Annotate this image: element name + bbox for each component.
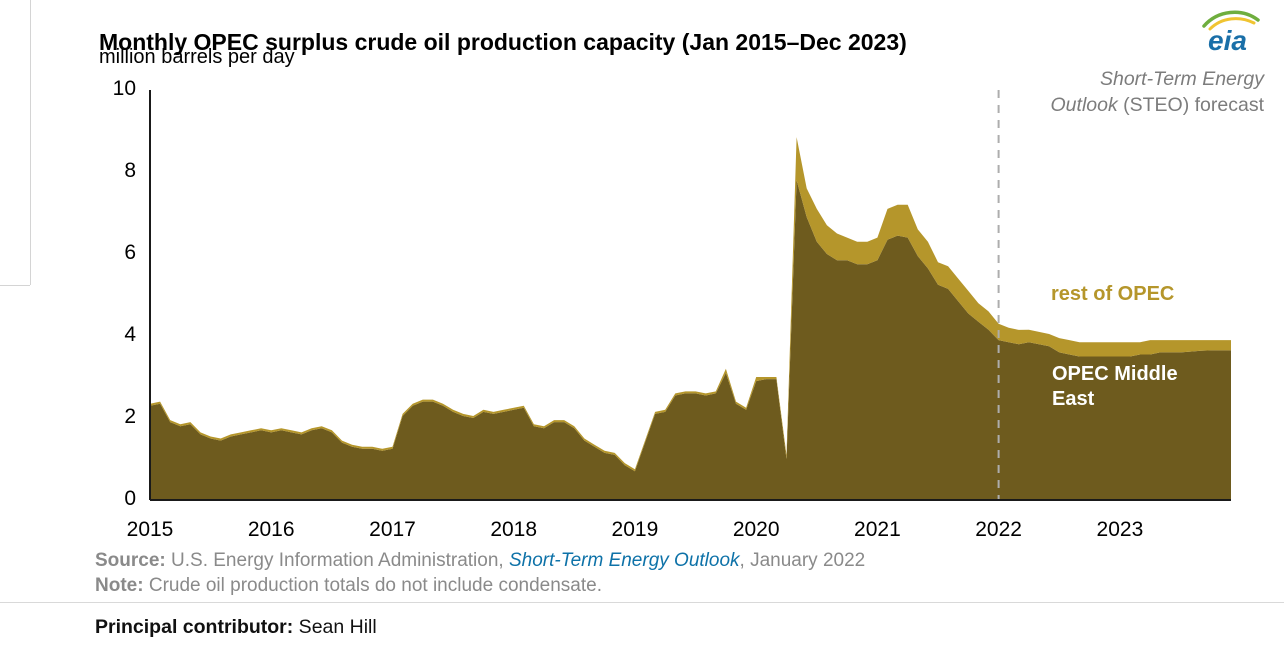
forecast-annotation-line2-italic: Outlook bbox=[1050, 94, 1118, 116]
x-axis-tick-label: 2020 bbox=[732, 518, 780, 541]
y-axis-tick-label: 2 bbox=[124, 405, 136, 428]
y-axis-tick-label: 8 bbox=[124, 159, 136, 182]
eia-logo-swoosh-yellow-icon bbox=[1208, 17, 1256, 31]
y-axis-tick-label: 10 bbox=[112, 77, 136, 100]
page-edge-artifact-horizontal bbox=[0, 285, 30, 286]
x-axis-tick-label: 2018 bbox=[490, 518, 538, 541]
forecast-annotation-line1: Short-Term Energy bbox=[1099, 68, 1264, 90]
series-label-rest-of-opec: rest of OPEC bbox=[1051, 283, 1175, 305]
note-line: Note: Crude oil production totals do not… bbox=[95, 575, 602, 597]
y-axis-tick-label: 6 bbox=[124, 241, 136, 264]
forecast-annotation-line2-rest: (STEO) forecast bbox=[1117, 94, 1264, 116]
source-line: Source: U.S. Energy Information Administ… bbox=[95, 550, 865, 572]
forecast-annotation: Short-Term Energy Outlook (STEO) forecas… bbox=[1051, 66, 1264, 118]
eia-logo-swoosh-green-icon bbox=[1202, 10, 1260, 28]
eia-logo: eia bbox=[1196, 8, 1262, 59]
note-text: Crude oil production totals do not inclu… bbox=[143, 575, 602, 596]
principal-contributor-name: Sean Hill bbox=[293, 616, 377, 638]
source-label: Source: bbox=[95, 550, 166, 571]
x-axis-tick-label: 2023 bbox=[1096, 518, 1144, 541]
y-axis-tick-label: 4 bbox=[124, 323, 136, 346]
chart-subtitle: million barrels per day bbox=[99, 46, 295, 68]
source-text-after: , January 2022 bbox=[739, 550, 866, 571]
x-axis-tick-label: 2022 bbox=[975, 518, 1022, 541]
x-axis-tick-label: 2019 bbox=[611, 518, 659, 541]
footer-divider bbox=[0, 602, 1284, 603]
source-text-before: U.S. Energy Information Administration, bbox=[165, 550, 509, 571]
x-axis-tick-label: 2021 bbox=[854, 518, 901, 541]
steo-link[interactable]: Short-Term Energy Outlook bbox=[508, 550, 740, 571]
y-axis-tick-label: 0 bbox=[124, 487, 136, 510]
x-axis-tick-label: 2015 bbox=[126, 518, 174, 541]
principal-contributor: Principal contributor: Sean Hill bbox=[95, 616, 377, 639]
page-edge-artifact-vertical bbox=[30, 0, 31, 285]
x-axis-tick-label: 2017 bbox=[369, 518, 416, 541]
eia-logo-text: eia bbox=[1208, 25, 1247, 54]
principal-contributor-label: Principal contributor: bbox=[95, 616, 294, 638]
x-axis-tick-label: 2016 bbox=[247, 518, 295, 541]
note-label: Note: bbox=[95, 575, 144, 596]
series-label-opec-middle-east: OPEC Middle East bbox=[1052, 363, 1178, 410]
chart-title: Monthly OPEC surplus crude oil productio… bbox=[99, 29, 907, 56]
area-opec-middle-east[interactable] bbox=[150, 180, 1231, 500]
